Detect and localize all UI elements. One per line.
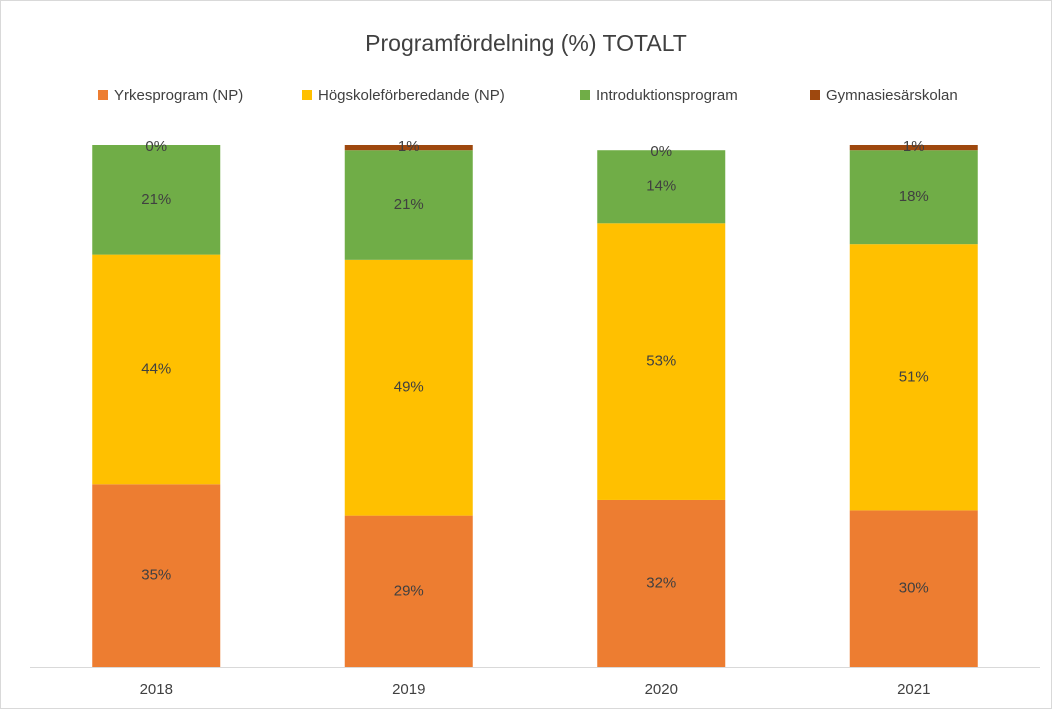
data-label: 35% (141, 567, 171, 584)
legend-label: Yrkesprogram (NP) (114, 87, 243, 104)
data-label: 0% (145, 138, 167, 155)
data-label: 0% (650, 143, 672, 160)
data-label: 49% (394, 379, 424, 396)
bar-segment (849, 145, 978, 151)
x-tick-label: 2021 (897, 681, 930, 698)
bar-segment (344, 259, 473, 516)
bar-segment (92, 484, 221, 667)
bar-segment (849, 510, 978, 667)
bar-segment (92, 254, 221, 485)
data-label: 29% (394, 582, 424, 599)
legend-swatch (810, 90, 820, 100)
bar-segment (849, 244, 978, 511)
bar-segment (92, 145, 221, 255)
data-label: 32% (646, 574, 676, 591)
bar-segment (597, 223, 726, 500)
data-label: 1% (398, 138, 420, 155)
legend-label: Introduktionsprogram (596, 87, 738, 104)
legend-swatch (580, 90, 590, 100)
legend-swatch (98, 90, 108, 100)
bar-segment (344, 515, 473, 667)
data-label: 30% (899, 580, 929, 597)
bar-segment (597, 499, 726, 667)
bar-segment (344, 145, 473, 151)
bar-segment (344, 150, 473, 260)
data-label: 21% (141, 191, 171, 208)
x-tick-label: 2020 (645, 681, 678, 698)
data-label: 44% (141, 360, 171, 377)
data-label: 51% (899, 368, 929, 385)
data-label: 14% (646, 178, 676, 195)
data-label: 1% (903, 138, 925, 155)
legend-label: Gymnasiesärskolan (826, 87, 958, 104)
data-label: 18% (899, 188, 929, 205)
bar-segment (597, 150, 726, 224)
data-label: 21% (394, 196, 424, 213)
legend-swatch (302, 90, 312, 100)
bar-segment (849, 150, 978, 245)
legend-label: Högskoleförberedande (NP) (318, 87, 505, 104)
x-tick-label: 2019 (392, 681, 425, 698)
data-label: 53% (646, 353, 676, 370)
x-tick-label: 2018 (140, 681, 173, 698)
chart-title: Programfördelning (%) TOTALT (365, 30, 687, 56)
